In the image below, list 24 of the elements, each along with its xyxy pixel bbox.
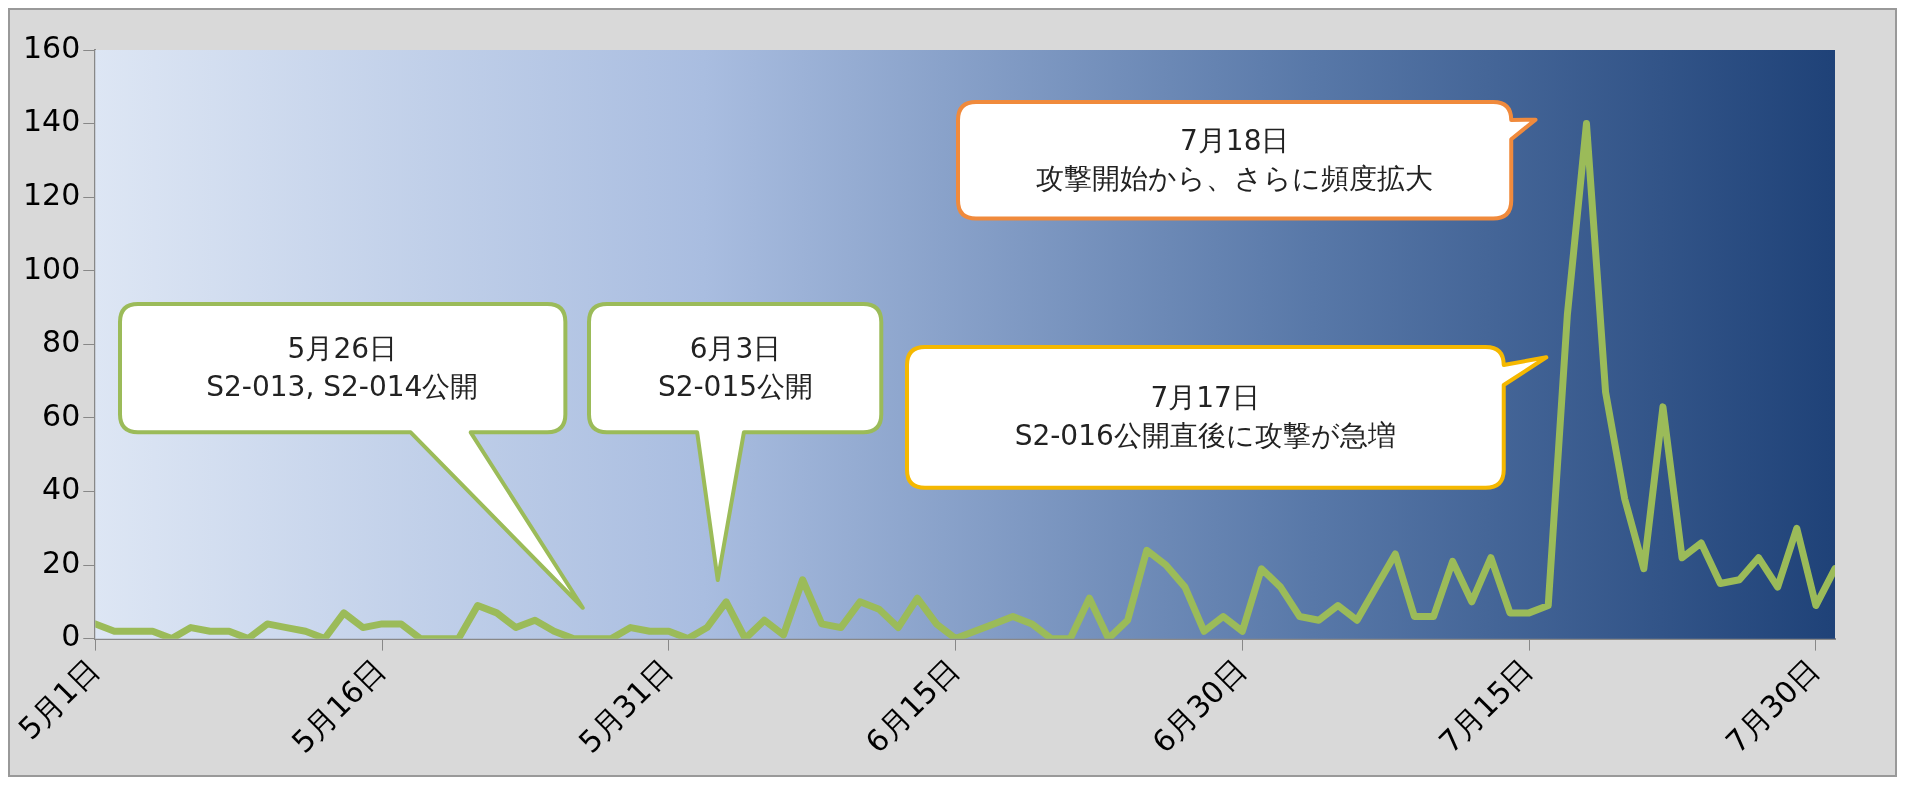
annotation: 6月3日 — [689, 330, 782, 367]
x-tick-label: 6月15日 — [858, 652, 967, 760]
annotation: 攻撃開始から、さらに頻度拡大 — [1036, 161, 1434, 198]
y-tick-label: 100 — [23, 250, 81, 286]
y-tick-label: 160 — [23, 29, 81, 65]
annotation: S2-013, S2-014公開 — [206, 368, 479, 405]
x-tick-label: 5月31日 — [571, 652, 680, 760]
y-tick-label: 20 — [42, 544, 81, 580]
annotation: 7月18日 — [1180, 123, 1290, 160]
annotation: 5月26日 — [287, 330, 398, 367]
x-tick-label: 7月30日 — [1718, 652, 1827, 760]
y-tick-label: 120 — [23, 176, 81, 212]
annotation: 7月17日 — [1150, 380, 1260, 417]
y-tick-label: 80 — [42, 324, 81, 360]
x-tick-label: 5月1日 — [11, 652, 106, 747]
y-tick-label: 140 — [23, 103, 81, 139]
x-tick-label: 6月30日 — [1145, 652, 1253, 760]
annotation: S2-016公開直後に攻撃が急増 — [1014, 418, 1396, 455]
y-tick-label: 60 — [42, 397, 81, 433]
annotation: S2-015公開 — [657, 368, 814, 405]
y-tick-label: 40 — [42, 471, 81, 507]
x-tick-label: 7月15日 — [1431, 652, 1540, 760]
y-tick-label: 0 — [61, 618, 81, 654]
x-tick-label: 5月16日 — [284, 652, 393, 760]
